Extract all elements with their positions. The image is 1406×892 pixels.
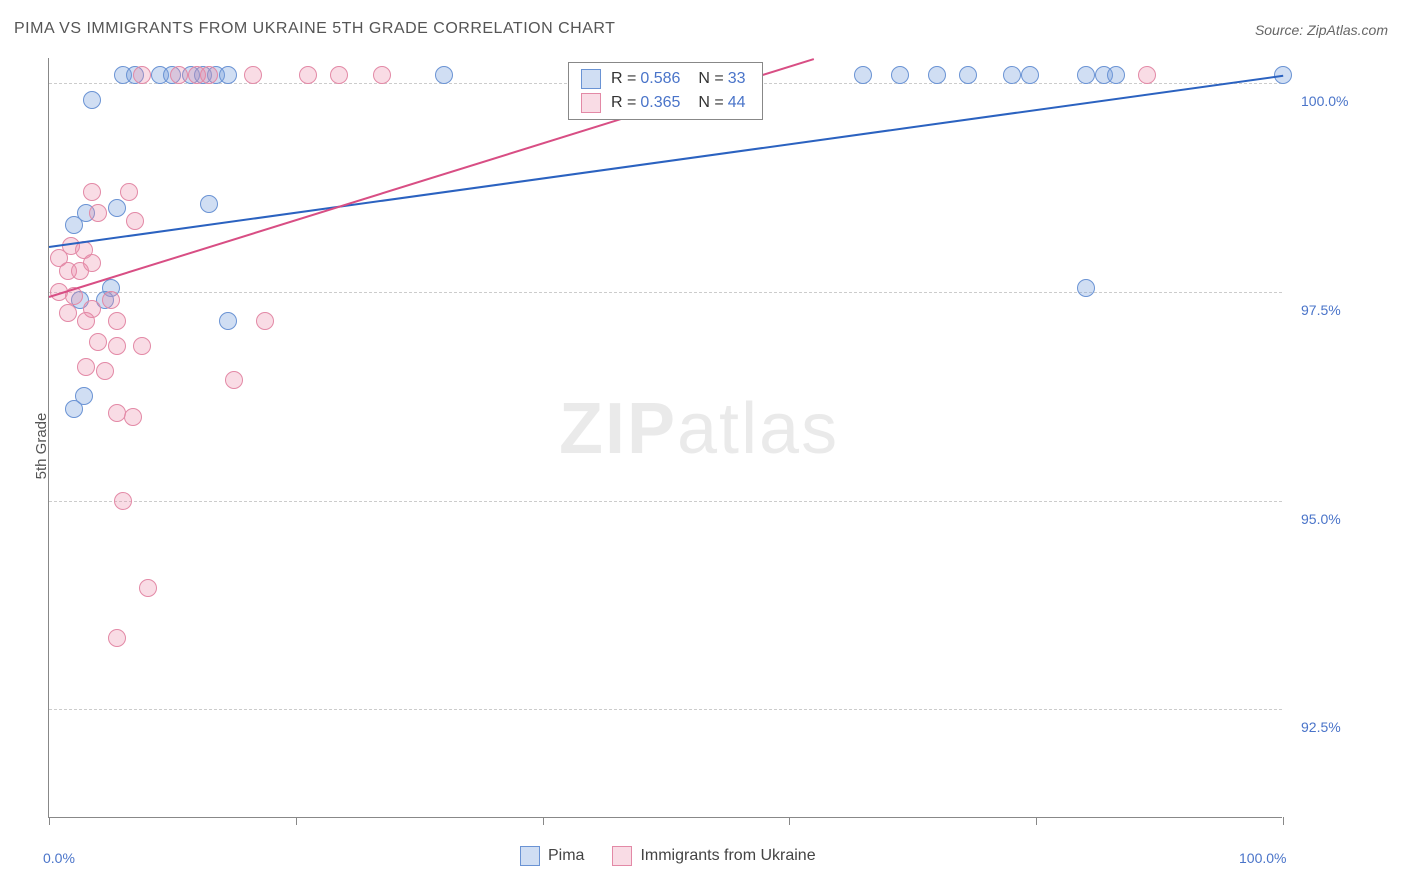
data-point [854, 66, 872, 84]
gridline-h [49, 292, 1282, 293]
data-point [96, 362, 114, 380]
correlation-row: R =0.586 N = 33 [569, 67, 762, 91]
legend-swatch [612, 846, 632, 866]
data-point [83, 183, 101, 201]
data-point [102, 291, 120, 309]
data-point [1077, 279, 1095, 297]
x-tick [543, 817, 544, 825]
x-tick [789, 817, 790, 825]
watermark: ZIPatlas [559, 388, 839, 470]
legend-swatch [520, 846, 540, 866]
data-point [65, 400, 83, 418]
n-value: 44 [728, 94, 746, 112]
source-label: Source: ZipAtlas.com [1255, 22, 1388, 38]
n-label: N = [698, 94, 723, 112]
y-tick-label: 92.5% [1301, 719, 1341, 735]
scatter-plot: ZIPatlas 92.5%95.0%97.5%100.0%0.0%100.0% [48, 58, 1282, 818]
data-point [1021, 66, 1039, 84]
data-point [225, 371, 243, 389]
gridline-h [49, 709, 1282, 710]
data-point [124, 408, 142, 426]
legend-label: Immigrants from Ukraine [640, 847, 815, 865]
data-point [435, 66, 453, 84]
gridline-h [49, 501, 1282, 502]
n-value: 33 [728, 70, 746, 88]
series-swatch [581, 69, 601, 89]
correlation-row: R =0.365 N = 44 [569, 91, 762, 115]
data-point [108, 312, 126, 330]
x-tick [1036, 817, 1037, 825]
x-tick-label: 100.0% [1239, 850, 1286, 866]
chart-title: PIMA VS IMMIGRANTS FROM UKRAINE 5TH GRAD… [14, 20, 615, 38]
data-point [373, 66, 391, 84]
data-point [108, 337, 126, 355]
x-tick-label: 0.0% [43, 850, 75, 866]
x-tick [49, 817, 50, 825]
data-point [219, 312, 237, 330]
data-point [928, 66, 946, 84]
data-point [1138, 66, 1156, 84]
x-tick [1283, 817, 1284, 825]
r-value: 0.586 [640, 70, 680, 88]
data-point [83, 254, 101, 272]
data-point [299, 66, 317, 84]
legend: Pima Immigrants from Ukraine [520, 846, 844, 866]
data-point [108, 629, 126, 647]
data-point [200, 66, 218, 84]
data-point [133, 66, 151, 84]
data-point [108, 199, 126, 217]
r-label: R = [611, 94, 636, 112]
data-point [1077, 66, 1095, 84]
r-label: R = [611, 70, 636, 88]
r-value: 0.365 [640, 94, 680, 112]
data-point [959, 66, 977, 84]
n-label: N = [698, 70, 723, 88]
data-point [170, 66, 188, 84]
data-point [77, 312, 95, 330]
watermark-light: atlas [677, 389, 839, 469]
data-point [77, 358, 95, 376]
data-point [133, 337, 151, 355]
y-tick-label: 95.0% [1301, 511, 1341, 527]
data-point [200, 195, 218, 213]
data-point [891, 66, 909, 84]
data-point [256, 312, 274, 330]
data-point [59, 304, 77, 322]
watermark-bold: ZIP [559, 389, 677, 469]
legend-label: Pima [548, 847, 584, 865]
correlation-box: R =0.586 N = 33 R =0.365 N = 44 [568, 62, 763, 120]
data-point [219, 66, 237, 84]
data-point [330, 66, 348, 84]
data-point [120, 183, 138, 201]
data-point [83, 91, 101, 109]
data-point [89, 333, 107, 351]
y-tick-label: 97.5% [1301, 302, 1341, 318]
y-tick-label: 100.0% [1301, 93, 1348, 109]
data-point [244, 66, 262, 84]
data-point [126, 212, 144, 230]
data-point [1003, 66, 1021, 84]
series-swatch [581, 93, 601, 113]
data-point [114, 492, 132, 510]
data-point [89, 204, 107, 222]
data-point [139, 579, 157, 597]
x-tick [296, 817, 297, 825]
data-point [108, 404, 126, 422]
data-point [1107, 66, 1125, 84]
